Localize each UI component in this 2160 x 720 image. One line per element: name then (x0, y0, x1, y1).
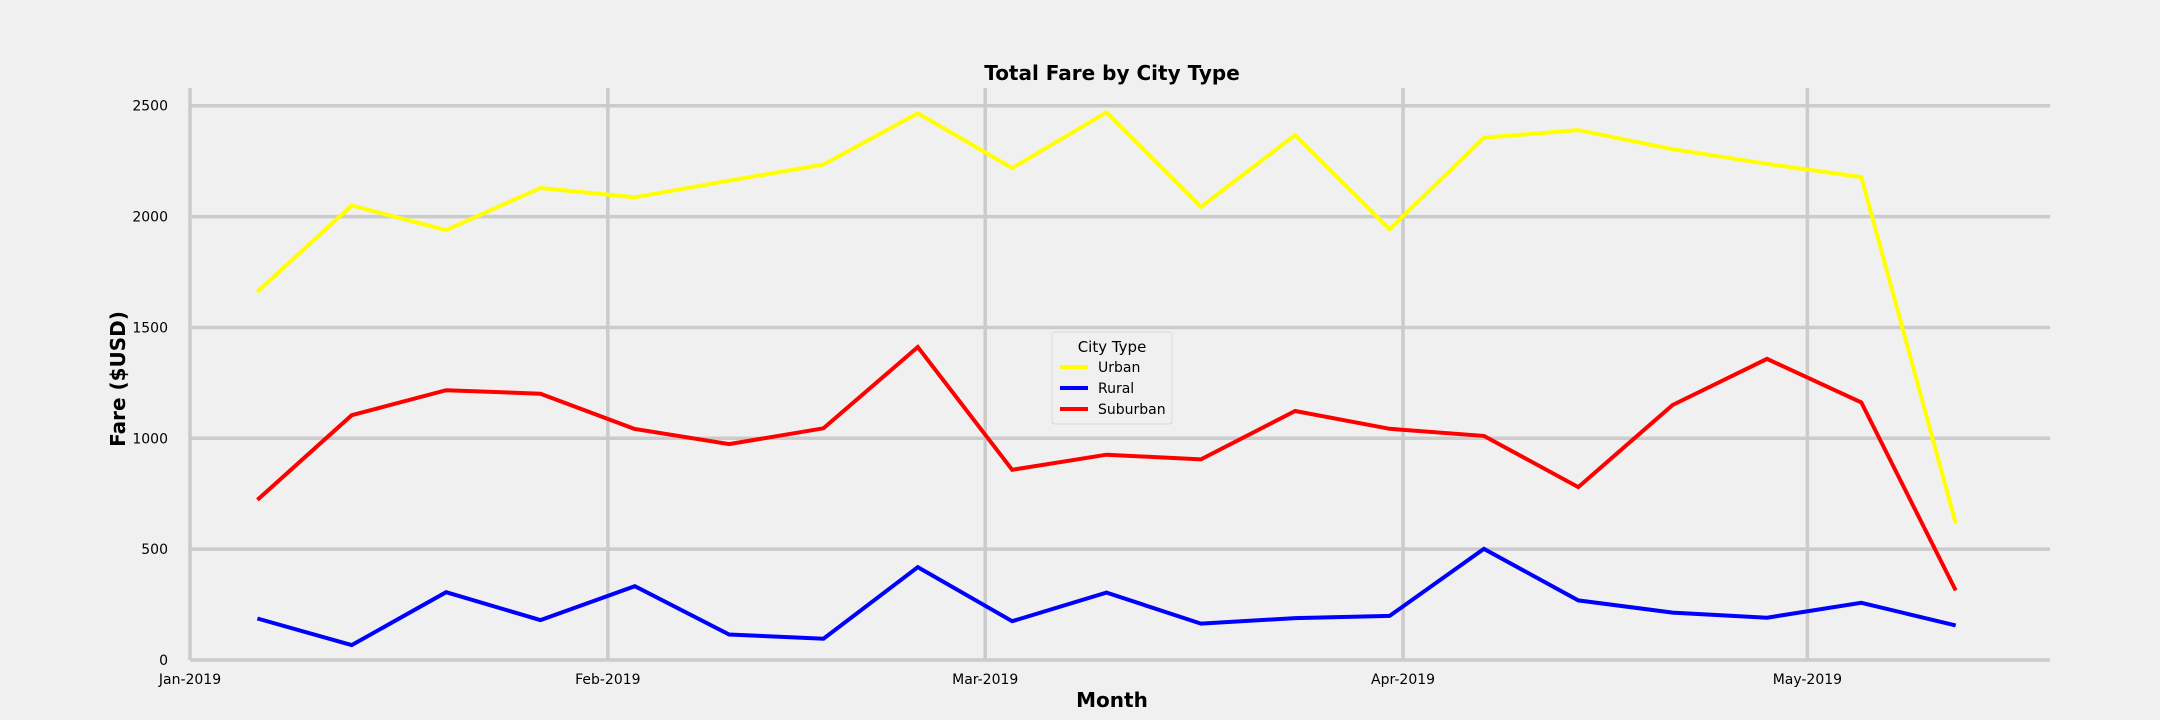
x-axis-label: Month (1076, 688, 1148, 712)
x-tick-label: Mar-2019 (952, 672, 1018, 688)
x-axis-ticks: Jan-2019 Feb-2019 Mar-2019 Apr-2019 May-2019 (158, 672, 1842, 688)
series-line-suburban (256, 344, 1958, 592)
legend-title: City Type (1078, 338, 1147, 356)
y-tick-label: 1000 (132, 431, 168, 447)
y-axis-ticks: 0 500 1000 1500 2000 2500 (132, 99, 168, 669)
legend-label-suburban: Suburban (1098, 402, 1166, 418)
y-tick-label: 2000 (132, 210, 168, 226)
y-axis-label: Fare ($USD) (106, 311, 130, 447)
legend: City Type Urban Rural Suburban (1051, 331, 1173, 425)
x-tick-label: Feb-2019 (575, 672, 640, 688)
x-tick-label: Apr-2019 (1371, 672, 1435, 688)
legend-box (1051, 331, 1173, 425)
grid (188, 88, 2050, 662)
chart-title: Total Fare by City Type (984, 61, 1240, 85)
y-tick-label: 1500 (132, 320, 168, 336)
series-line-urban (256, 109, 1958, 524)
x-tick-label: May-2019 (1773, 672, 1842, 688)
series-line-rural (256, 546, 1957, 648)
y-tick-label: 0 (159, 653, 168, 669)
y-tick-label: 2500 (132, 99, 168, 115)
x-tick-label: Jan-2019 (158, 672, 221, 688)
y-tick-label: 500 (141, 542, 168, 558)
legend-label-rural: Rural (1098, 381, 1134, 397)
series-lines (256, 109, 1958, 648)
legend-label-urban: Urban (1098, 360, 1140, 376)
